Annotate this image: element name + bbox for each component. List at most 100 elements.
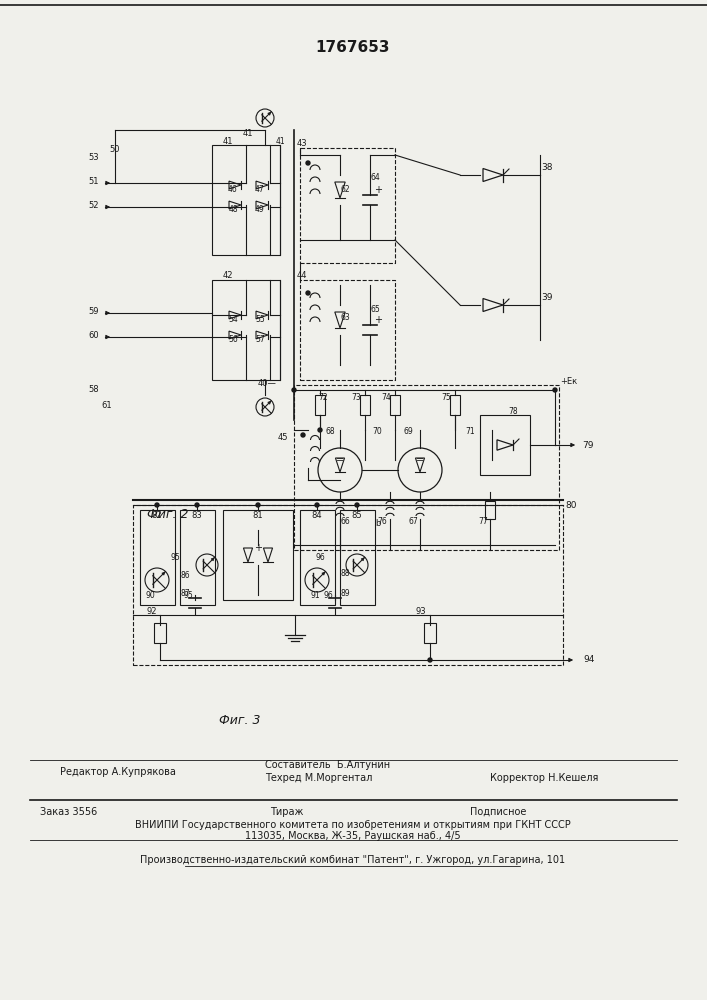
Text: 47: 47 (255, 186, 265, 194)
Text: 40—: 40— (258, 378, 277, 387)
Bar (450, 395, 460, 415)
Text: 70: 70 (372, 428, 382, 436)
Text: 67: 67 (408, 518, 418, 526)
Bar (180, 510, 215, 605)
Text: 95: 95 (183, 591, 193, 600)
Text: 53: 53 (88, 152, 99, 161)
Text: 80: 80 (565, 500, 576, 510)
Text: 83: 83 (192, 510, 202, 520)
Circle shape (301, 433, 305, 437)
Text: 76: 76 (377, 518, 387, 526)
Text: 49: 49 (255, 206, 265, 215)
Text: 52: 52 (89, 200, 99, 210)
Text: 43: 43 (297, 138, 308, 147)
Text: 41: 41 (275, 137, 285, 146)
Text: +: + (374, 315, 382, 325)
Bar (223, 510, 293, 600)
Text: 42: 42 (223, 270, 233, 279)
Text: 79: 79 (582, 440, 593, 450)
Text: 96: 96 (323, 591, 333, 600)
Text: 77: 77 (478, 518, 488, 526)
Circle shape (553, 388, 557, 392)
Text: 56: 56 (228, 336, 238, 344)
Circle shape (355, 503, 359, 507)
Text: Составитель  Б.Алтунин: Составитель Б.Алтунин (265, 760, 390, 770)
Circle shape (306, 161, 310, 165)
Text: =: = (336, 455, 344, 465)
Text: Подписное: Подписное (470, 807, 527, 817)
Bar (294, 385, 559, 550)
Text: 55: 55 (255, 316, 265, 324)
Text: 39: 39 (542, 294, 553, 302)
Text: =: = (416, 455, 424, 465)
Bar (360, 395, 370, 415)
Bar (315, 395, 325, 415)
Text: 66: 66 (340, 518, 350, 526)
Bar (212, 145, 280, 255)
Text: Техред М.Моргентал: Техред М.Моргентал (265, 773, 373, 783)
Text: 81: 81 (252, 510, 263, 520)
Bar (340, 510, 375, 605)
Text: 63: 63 (340, 314, 350, 322)
Text: 82: 82 (152, 510, 163, 520)
Text: 91: 91 (310, 590, 320, 599)
Text: 41: 41 (243, 128, 253, 137)
Text: 113035, Москва, Ж-35, Раушская наб., 4/5: 113035, Москва, Ж-35, Раушская наб., 4/5 (245, 831, 461, 841)
Bar (300, 148, 395, 263)
Text: b: b (375, 518, 380, 528)
Text: 68: 68 (325, 428, 335, 436)
Text: 46: 46 (228, 186, 238, 194)
Text: Редактор А.Купрякова: Редактор А.Купрякова (60, 767, 176, 777)
Text: 62: 62 (340, 186, 350, 194)
Text: 93: 93 (416, 607, 426, 616)
Text: 92: 92 (147, 607, 157, 616)
Text: 60: 60 (88, 330, 99, 340)
Bar (212, 280, 280, 380)
Circle shape (292, 388, 296, 392)
Text: 69: 69 (403, 428, 413, 436)
Text: 90: 90 (145, 590, 155, 599)
Bar (424, 623, 436, 643)
Text: Производственно-издательский комбинат "Патент", г. Ужгород, ул.Гагарина, 101: Производственно-издательский комбинат "П… (141, 855, 566, 865)
Text: 74: 74 (381, 393, 391, 402)
Text: 86: 86 (180, 570, 189, 580)
Text: 44: 44 (297, 270, 308, 279)
Text: 88: 88 (340, 568, 350, 578)
Circle shape (315, 503, 319, 507)
Text: 85: 85 (351, 510, 362, 520)
Text: 65: 65 (370, 306, 380, 314)
Text: ВНИИПИ Государственного комитета по изобретениям и открытиям при ГКНТ СССР: ВНИИПИ Государственного комитета по изоб… (135, 820, 571, 830)
Circle shape (318, 428, 322, 432)
Text: 45: 45 (278, 432, 288, 442)
Bar (300, 510, 335, 605)
Text: Заказ 3556: Заказ 3556 (40, 807, 98, 817)
Text: 59: 59 (89, 306, 99, 316)
Text: 57: 57 (255, 336, 265, 344)
Text: 41: 41 (223, 137, 233, 146)
Circle shape (306, 291, 310, 295)
Text: 72: 72 (318, 393, 328, 402)
Text: Фиг. 3: Фиг. 3 (219, 714, 261, 726)
Text: 50: 50 (110, 145, 120, 154)
Text: 78: 78 (508, 406, 518, 416)
Circle shape (195, 503, 199, 507)
Circle shape (428, 658, 432, 662)
Bar (140, 510, 175, 605)
Text: 48: 48 (228, 206, 238, 215)
Text: 54: 54 (228, 316, 238, 324)
Text: 95: 95 (170, 554, 180, 562)
Text: 84: 84 (312, 510, 322, 520)
Text: 64: 64 (370, 174, 380, 182)
Bar (480, 415, 530, 475)
Bar (154, 623, 166, 643)
Text: 51: 51 (89, 176, 99, 186)
Text: 71: 71 (465, 428, 475, 436)
Text: 1767653: 1767653 (316, 39, 390, 54)
Text: +Ек: +Ек (560, 377, 577, 386)
Text: 96: 96 (315, 554, 325, 562)
Text: 73: 73 (351, 393, 361, 402)
Text: 94: 94 (583, 656, 595, 664)
Text: Тираж: Тираж (270, 807, 303, 817)
Bar (133, 505, 563, 665)
Bar (300, 280, 395, 380)
